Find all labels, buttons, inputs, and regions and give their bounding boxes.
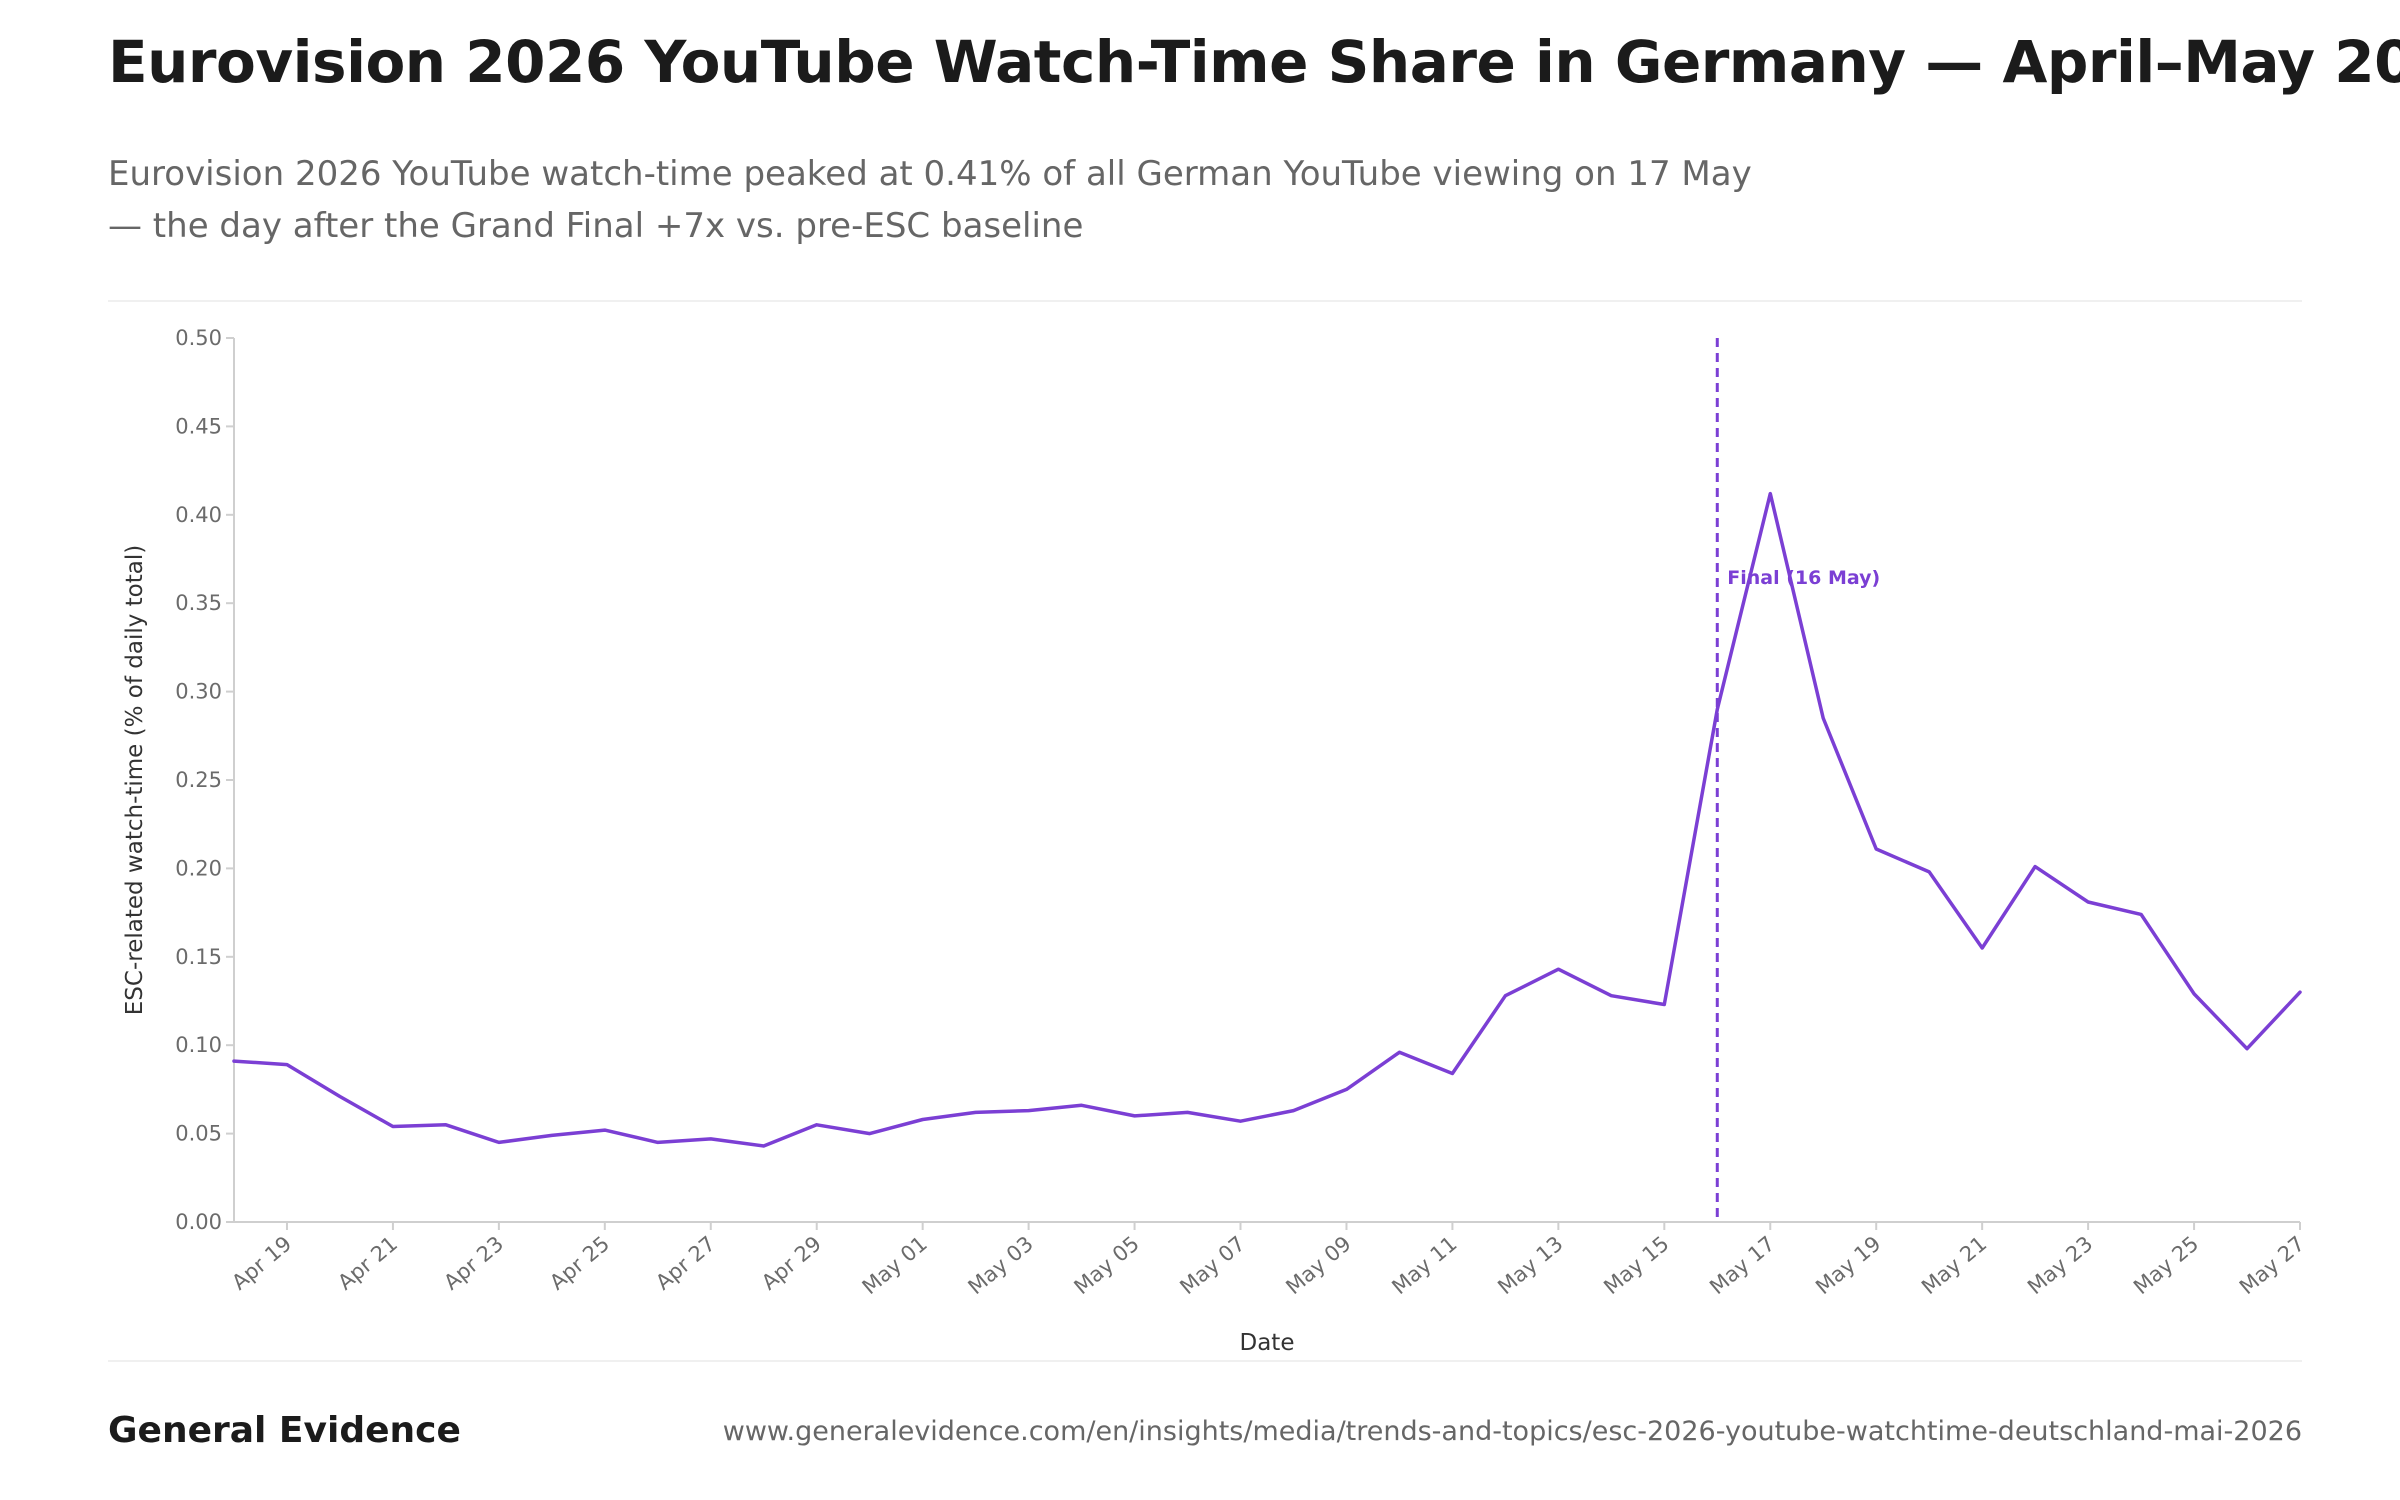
x-tick-label: May 05 bbox=[1070, 1231, 1144, 1299]
x-tick-label: Apr 29 bbox=[757, 1231, 826, 1294]
chart-subtitle: Eurovision 2026 YouTube watch-time peake… bbox=[108, 154, 1752, 246]
y-axis-label: ESC-related watch-time (% of daily total… bbox=[122, 545, 148, 1015]
x-tick-label: Apr 23 bbox=[439, 1231, 508, 1294]
x-tick-label: Apr 25 bbox=[545, 1231, 614, 1294]
x-tick-label: May 09 bbox=[1281, 1231, 1355, 1299]
y-tick-label: 0.10 bbox=[175, 1033, 222, 1057]
y-tick-label: 0.05 bbox=[175, 1122, 222, 1146]
x-tick-label: May 17 bbox=[1705, 1231, 1779, 1299]
y-tick-label: 0.20 bbox=[175, 856, 222, 880]
y-tick-label: 0.25 bbox=[175, 768, 222, 792]
y-tick-label: 0.40 bbox=[175, 503, 222, 527]
x-tick-label: Apr 27 bbox=[651, 1231, 720, 1294]
top-divider bbox=[108, 300, 2302, 302]
y-tick-label: 0.45 bbox=[175, 414, 222, 438]
x-tick-label: May 21 bbox=[1917, 1231, 1991, 1299]
y-tick-label: 0.15 bbox=[175, 945, 222, 969]
x-tick-label: Apr 21 bbox=[333, 1231, 402, 1294]
y-tick-label: 0.00 bbox=[175, 1210, 222, 1234]
x-tick-label: May 23 bbox=[2023, 1231, 2097, 1299]
y-axis: 0.00 0.05 0.10 0.15 0.20 0.25 0.30 0.35 0.40 0.45… bbox=[175, 326, 235, 1234]
x-tick-label: Apr 19 bbox=[227, 1231, 296, 1294]
x-tick-label: May 01 bbox=[858, 1231, 932, 1299]
y-tick-label: 0.30 bbox=[175, 680, 222, 704]
annotations: Final (16 May) bbox=[1715, 338, 1880, 1222]
x-tick-label: May 27 bbox=[2235, 1231, 2309, 1299]
x-tick-label: May 25 bbox=[2129, 1231, 2203, 1299]
series-group bbox=[232, 491, 2302, 1148]
y-tick-label: 0.50 bbox=[175, 326, 222, 350]
x-axis-label: Date bbox=[1240, 1330, 1295, 1356]
final-marker-label: Final (16 May) bbox=[1727, 567, 1880, 589]
x-axis: Apr 19 Apr 21 Apr 23 Apr 25 Apr 27 Apr 29 May … bbox=[227, 1221, 2309, 1299]
chart-title: Eurovision 2026 YouTube Watch-Time Share… bbox=[108, 28, 2400, 96]
x-tick-label: May 13 bbox=[1493, 1231, 1567, 1299]
x-tick-label: May 11 bbox=[1387, 1231, 1461, 1299]
x-tick-label: May 15 bbox=[1599, 1231, 1673, 1299]
x-tick-label: May 19 bbox=[1811, 1231, 1885, 1299]
x-tick-label: May 03 bbox=[964, 1231, 1038, 1299]
source-url: www.generalevidence.com/en/insights/medi… bbox=[722, 1416, 2302, 1447]
series-line bbox=[232, 491, 2302, 1148]
y-tick-label: 0.35 bbox=[175, 591, 222, 615]
bottom-divider bbox=[108, 1360, 2302, 1362]
x-tick-label: May 07 bbox=[1175, 1231, 1249, 1299]
brand-name: General Evidence bbox=[108, 1410, 461, 1451]
